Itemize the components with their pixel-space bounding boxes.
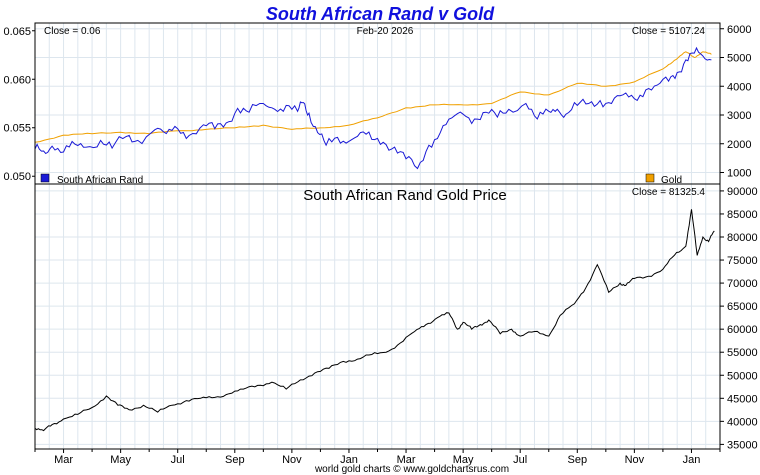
series-layer xyxy=(34,46,715,432)
axis-layer: 0.050 0.055 0.060 0.065 1000 2000 3000 4000 5000… xyxy=(3,24,757,466)
x-tick-label: May xyxy=(110,454,131,466)
x-tick-label: Jul xyxy=(513,454,527,466)
top-left-tick-label: 0.065 xyxy=(3,26,31,38)
bottom-close-right-label: Close = 81325.4 xyxy=(632,187,706,198)
bottom-right-tick-label: 60000 xyxy=(727,324,758,336)
rand-gold-price-line xyxy=(34,209,715,432)
x-tick-label: Jul xyxy=(171,454,185,466)
legend-gold-swatch xyxy=(645,173,655,183)
footer-credit: world gold charts © www.goldchartsrus.co… xyxy=(314,464,509,475)
bottom-right-tick-label: 40000 xyxy=(727,416,758,428)
top-panel-grid xyxy=(35,23,720,184)
bottom-right-tick-label: 55000 xyxy=(727,347,758,359)
bottom-chart-title: South African Rand Gold Price xyxy=(303,187,506,204)
bottom-right-tick-label: 35000 xyxy=(727,439,758,451)
x-tick-label: Jan xyxy=(683,454,701,466)
x-tick-label: Nov xyxy=(282,454,302,466)
bottom-right-tick-label: 65000 xyxy=(727,301,758,313)
bottom-right-tick-label: 45000 xyxy=(727,393,758,405)
bottom-right-tick-label: 70000 xyxy=(727,278,758,290)
top-right-tick-label: 5000 xyxy=(727,53,751,65)
legend-gold-label: Gold xyxy=(661,175,682,186)
x-tick-label: Sep xyxy=(568,454,588,466)
x-tick-label: Nov xyxy=(625,454,645,466)
top-left-tick-label: 0.055 xyxy=(3,123,31,135)
top-right-tick-label: 6000 xyxy=(727,24,751,36)
chart-title: South African Rand v Gold xyxy=(266,4,495,24)
x-tick-label: Mar xyxy=(54,454,73,466)
top-close-right-label: Close = 5107.24 xyxy=(632,26,706,37)
bottom-right-tick-label: 75000 xyxy=(727,255,758,267)
top-right-tick-label: 2000 xyxy=(727,139,751,151)
top-date-label: Feb-20 2026 xyxy=(357,26,414,37)
bottom-panel-grid xyxy=(35,184,720,449)
x-tick-label: Jan xyxy=(340,454,358,466)
x-tick-label: May xyxy=(453,454,474,466)
legend-rand-label: South African Rand xyxy=(57,175,143,186)
top-right-tick-label: 1000 xyxy=(727,168,751,180)
top-close-left-label: Close = 0.06 xyxy=(44,26,101,37)
x-tick-label: Sep xyxy=(225,454,245,466)
bottom-right-tick-label: 50000 xyxy=(727,370,758,382)
bottom-right-tick-label: 80000 xyxy=(727,232,758,244)
top-left-tick-label: 0.050 xyxy=(3,171,31,183)
legend-rand-swatch xyxy=(40,173,50,183)
bottom-right-tick-label: 85000 xyxy=(727,209,758,221)
top-left-tick-label: 0.060 xyxy=(3,74,31,86)
rand-line xyxy=(34,46,712,170)
bottom-right-tick-label: 90000 xyxy=(727,186,758,198)
top-right-tick-label: 3000 xyxy=(727,110,751,122)
x-tick-label: Mar xyxy=(397,454,416,466)
top-right-tick-label: 4000 xyxy=(727,81,751,93)
